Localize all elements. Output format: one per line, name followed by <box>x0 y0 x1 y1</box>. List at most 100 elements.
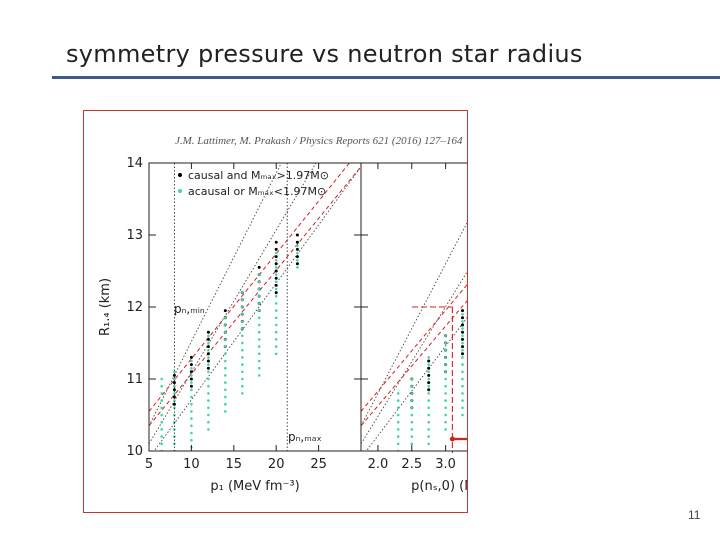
data-point <box>444 370 447 374</box>
data-point <box>444 406 447 410</box>
data-point <box>190 424 193 428</box>
data-point <box>274 255 278 259</box>
data-point <box>427 384 431 388</box>
right-panel: 2.02.53.03.54.04.55.01011121314p(nₛ,0) (… <box>360 162 467 494</box>
figure-frame: J.M. Lattimer, M. Prakash / Physics Repo… <box>83 110 468 513</box>
data-point <box>207 348 210 352</box>
data-point <box>461 413 464 417</box>
data-point <box>173 406 176 410</box>
data-point <box>427 413 431 417</box>
data-point <box>189 370 193 374</box>
data-point <box>274 352 278 356</box>
citation-text: J.M. Lattimer, M. Prakash / Physics Repo… <box>175 135 463 147</box>
data-point <box>461 356 464 359</box>
data-point <box>427 442 431 446</box>
data-point <box>274 345 278 348</box>
data-point <box>224 374 227 377</box>
legend-acausal-marker <box>178 189 182 193</box>
data-point <box>274 291 278 295</box>
data-point <box>207 399 210 402</box>
data-point <box>241 298 244 302</box>
data-point <box>274 323 278 327</box>
data-point <box>274 316 278 320</box>
data-point <box>207 363 210 366</box>
data-point <box>207 370 210 374</box>
data-point <box>396 392 400 395</box>
data-point <box>160 435 163 438</box>
highlight-interval-start <box>449 436 455 442</box>
data-point <box>461 337 464 341</box>
data-point <box>274 330 278 334</box>
data-point <box>461 316 464 320</box>
data-point <box>444 428 447 431</box>
data-point <box>172 381 176 385</box>
data-point <box>295 247 299 251</box>
x-tick-label: 20 <box>268 457 285 472</box>
data-point <box>160 384 163 388</box>
data-point <box>461 352 464 356</box>
data-point <box>274 302 278 305</box>
data-point <box>190 410 193 413</box>
reference-curve-1 <box>361 271 467 445</box>
left-panel-plot-area <box>149 163 361 451</box>
data-point <box>274 294 278 298</box>
radius-pressure-figure: J.M. Lattimer, M. Prakash / Physics Repo… <box>98 135 467 494</box>
data-point <box>160 406 163 410</box>
data-point <box>396 428 400 431</box>
data-point <box>427 406 431 410</box>
data-point <box>461 392 464 395</box>
data-point <box>206 366 210 370</box>
data-point <box>410 399 414 402</box>
data-point <box>173 370 176 374</box>
data-point <box>257 294 261 298</box>
fit-band-line-1 <box>361 283 467 412</box>
fit-band-line-1 <box>149 163 351 412</box>
data-point <box>410 420 414 424</box>
data-point <box>190 359 193 363</box>
data-point <box>257 366 261 370</box>
data-point <box>223 309 227 313</box>
data-point <box>241 291 244 294</box>
y-tick-label: 10 <box>126 444 143 459</box>
data-point <box>224 330 227 334</box>
data-point <box>427 420 431 424</box>
data-point <box>224 395 227 399</box>
data-point <box>241 305 244 309</box>
data-point <box>207 384 210 388</box>
data-point <box>410 435 414 438</box>
data-point <box>241 384 244 388</box>
y-axis-label: R₁.₄ (km) <box>98 278 113 336</box>
title-underline <box>52 76 720 79</box>
page-number: 11 <box>688 508 701 522</box>
data-point <box>189 384 193 388</box>
data-point <box>274 273 278 276</box>
reference-curve-2 <box>361 221 467 427</box>
data-point <box>257 273 261 276</box>
data-point <box>241 392 244 395</box>
legend-acausal-label: acausal or Mₘₐₓ<1.97M⊙ <box>188 185 326 198</box>
data-point <box>295 255 299 259</box>
data-point <box>295 262 299 266</box>
x-tick-label: 25 <box>310 457 327 472</box>
data-point <box>160 420 163 424</box>
data-point <box>224 316 227 320</box>
data-point <box>274 240 278 244</box>
data-point <box>257 280 261 284</box>
data-point <box>461 341 464 345</box>
x-tick-label: 5 <box>145 457 153 472</box>
data-point <box>190 374 193 377</box>
data-point <box>206 330 210 334</box>
data-point <box>224 338 227 341</box>
data-point <box>396 413 400 417</box>
data-point <box>274 280 278 284</box>
data-point <box>410 377 414 381</box>
data-point <box>427 381 431 385</box>
data-point <box>461 309 464 313</box>
data-point <box>241 320 244 323</box>
data-point <box>241 312 244 316</box>
data-point <box>257 345 261 348</box>
legend-causal-label: causal and Mₘₐₓ>1.97M⊙ <box>188 169 329 182</box>
data-point <box>160 413 163 417</box>
data-point <box>427 399 431 402</box>
